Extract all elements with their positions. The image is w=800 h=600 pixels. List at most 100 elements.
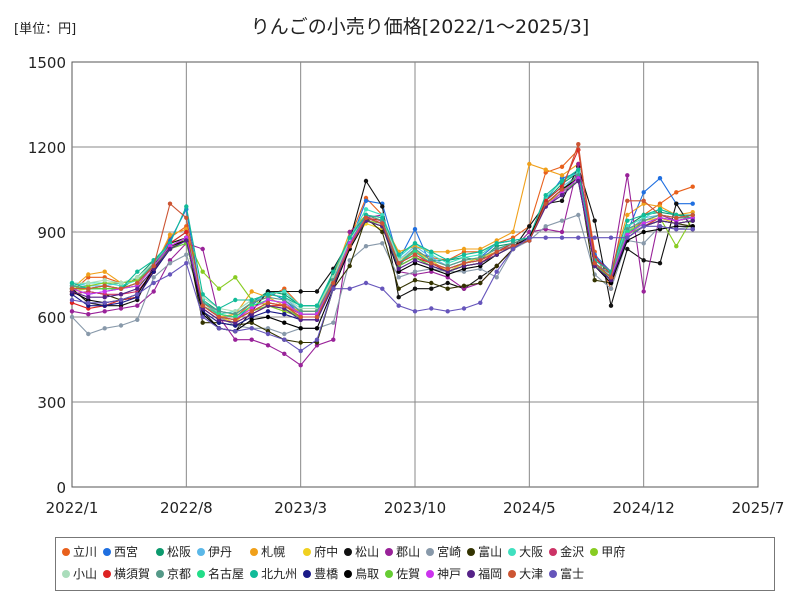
legend-item: 宮崎 [426,542,461,562]
data-point [265,300,271,305]
data-point [118,297,124,303]
data-point [461,283,467,288]
legend-swatch [385,570,394,578]
data-point [527,235,532,240]
data-point [282,303,287,308]
data-point [527,161,532,167]
data-point [559,164,565,169]
data-point [690,201,695,206]
data-point [494,263,499,269]
data-point [396,295,401,300]
data-point [200,314,205,320]
data-point [298,363,303,368]
data-point [657,261,663,266]
data-point [559,173,565,178]
series-24 [69,224,695,354]
data-point [576,167,581,172]
data-point [576,142,581,147]
data-point [412,227,418,232]
legend-label: 富士 [560,567,585,581]
data-point [167,246,173,252]
legend-swatch [250,570,259,578]
data-point [690,218,695,223]
legend-item: 京都 [156,564,191,584]
data-point [674,221,679,226]
data-point [445,280,450,286]
data-point [396,275,401,280]
data-point [249,337,254,342]
chart-title: りんごの小売り価格[2022/1～2025/3] [250,16,590,38]
data-point [69,297,75,303]
legend-label: 佐賀 [396,567,421,581]
data-point [314,314,320,320]
data-point [576,161,581,167]
y-tick-label: 300 [37,394,66,412]
legend-swatch [467,570,476,578]
legend-label: 神戸 [437,567,462,581]
data-point [478,258,483,263]
data-point [592,261,597,266]
data-point [249,326,254,331]
data-point [69,314,75,320]
legend-item: 府中 [303,542,338,562]
data-point [625,173,630,178]
legend-swatch [426,570,435,578]
data-point [625,198,630,203]
data-point [331,286,336,291]
legend-swatch [426,548,435,556]
data-point [167,272,173,277]
data-point [249,309,254,314]
data-point [249,297,254,303]
data-point [380,241,385,246]
data-point [298,289,303,294]
legend-item: 伊丹 [197,542,244,562]
legend-swatch [385,548,394,556]
legend-item: 甲府 [590,542,625,562]
y-tick-label: 0 [56,479,66,497]
y-tick-label: 1200 [28,139,66,157]
legend-swatch [156,548,165,556]
data-point [674,201,679,206]
x-tick-label: 2022/1 [46,499,99,517]
data-point [412,278,418,283]
data-point [559,178,565,184]
data-point [657,212,663,218]
legend-label: 小山 [73,567,98,581]
data-point [494,249,499,254]
legend-item: 大阪 [508,542,543,562]
data-point [608,235,614,240]
legend-label: 北九州 [261,567,298,581]
data-point [429,306,434,311]
legend-item: 富士 [549,564,584,584]
data-point [118,306,124,311]
legend-swatch [508,548,517,556]
data-point [86,295,91,300]
data-point [184,204,189,209]
data-point [412,309,418,314]
data-point [233,337,238,342]
data-point [151,289,156,294]
data-point [380,204,385,209]
data-point [429,261,434,266]
legend-item: 立川 [62,542,97,562]
data-point [363,198,369,203]
data-point [331,269,336,274]
data-point [167,232,173,237]
data-point [135,303,140,308]
data-point [298,340,303,345]
data-point [86,280,91,286]
data-point [363,215,369,220]
data-point [641,289,646,294]
data-point [396,286,401,291]
data-point [347,244,352,249]
data-point [265,309,271,314]
legend-swatch [549,570,558,578]
data-point [543,193,548,198]
legend-label: 横須賀 [114,567,151,581]
legend-swatch [549,548,558,556]
data-point [347,286,352,291]
data-point [674,227,679,232]
data-point [576,178,581,184]
data-point [200,269,205,274]
